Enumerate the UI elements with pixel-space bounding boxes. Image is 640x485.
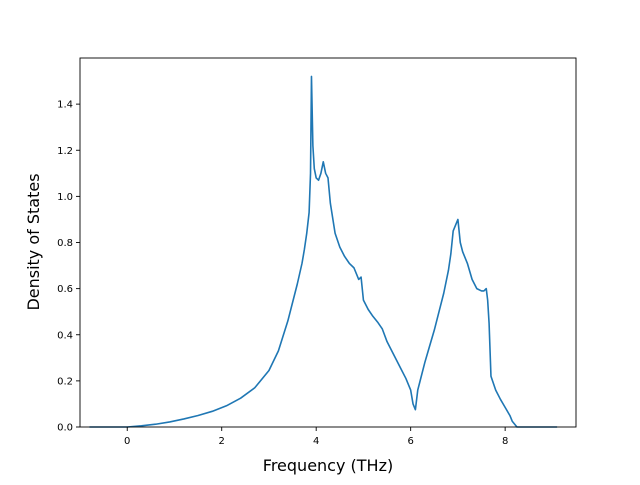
y-tick-label: 1.2: [57, 146, 73, 157]
dos-series-line-0: [89, 75, 558, 428]
y-tick-label: 0.2: [57, 376, 73, 387]
x-tick-label: 2: [219, 436, 225, 447]
axes-frame: [79, 57, 577, 428]
x-tick-label: 0: [124, 436, 130, 447]
y-tick-label: 1.4: [57, 100, 73, 111]
y-tick-label: 0.8: [57, 238, 73, 249]
plot-area: [79, 57, 577, 428]
y-tick-label: 0.6: [57, 284, 73, 295]
y-tick-label: 0.4: [57, 330, 73, 341]
x-axis-label: Frequency (THz): [263, 456, 393, 475]
y-axis-ticks: 0.0 0.2 0.4 0.6 0.8 1.0 1.2 1.4: [57, 100, 80, 434]
x-axis-ticks: 0 2 4 6 8: [124, 427, 508, 447]
x-tick-label: 8: [502, 436, 508, 447]
x-tick-label: 6: [407, 436, 413, 447]
y-tick-label: 1.0: [57, 192, 73, 203]
y-tick-label: 0.0: [57, 423, 73, 434]
x-tick-label: 4: [313, 436, 319, 447]
y-axis-label: Density of States: [24, 173, 43, 310]
